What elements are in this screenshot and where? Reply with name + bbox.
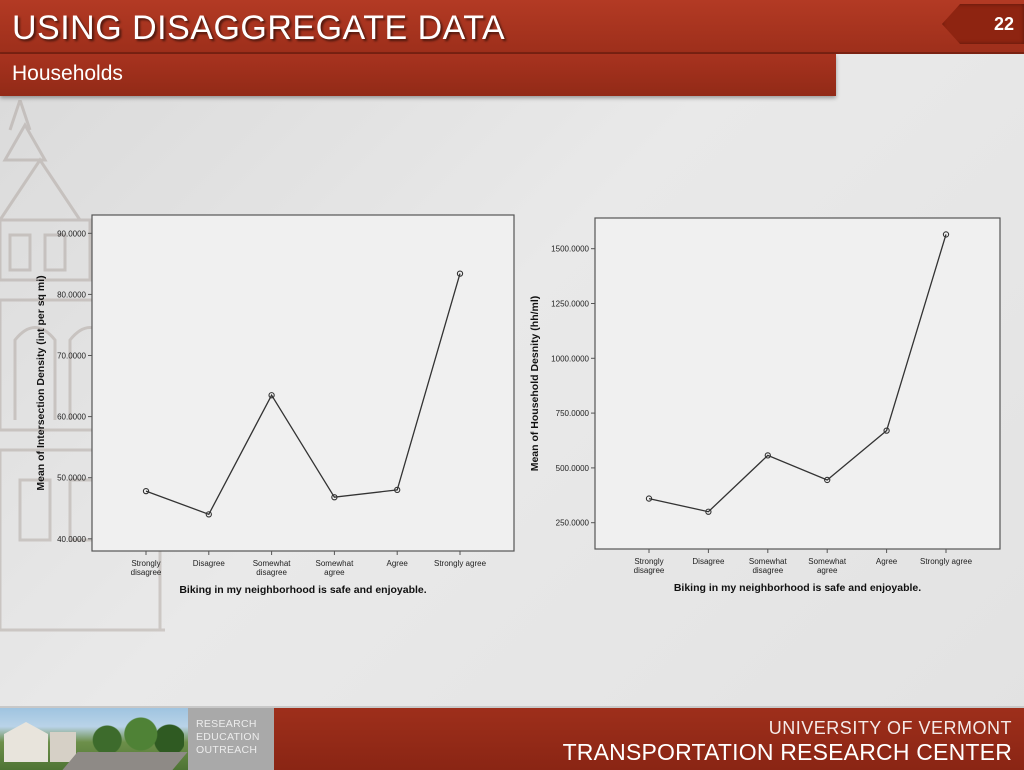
data-point <box>456 270 464 277</box>
y-axis-label: Mean of Household Desnity (hh/ml) <box>529 296 541 472</box>
page-number-tab <box>942 4 1024 44</box>
data-point <box>142 487 150 495</box>
header-bar: USING DISAGGREGATE DATA 22 <box>0 0 1024 54</box>
plot-area <box>594 217 1001 550</box>
x-tick-label: Strongly agree <box>920 557 973 566</box>
university-name: UNIVERSITY OF VERMONT <box>768 718 1012 738</box>
x-tick-label: Somewhat <box>253 559 292 568</box>
center-name: TRANSPORTATION RESEARCH CENTER <box>562 739 1012 765</box>
x-tick-label: Agree <box>387 559 409 568</box>
y-tick-label: 90.0000 <box>57 229 86 238</box>
y-tick-label: 60.0000 <box>57 413 86 422</box>
y-tick-label: 500.0000 <box>556 464 590 473</box>
x-axis-label: Biking in my neighborhood is safe and en… <box>674 582 921 594</box>
y-tick-label: 250.0000 <box>556 519 590 528</box>
x-tick-label: Strongly agree <box>434 559 487 568</box>
footer-tagline: RESEARCH EDUCATION OUTREACH <box>188 708 274 770</box>
y-tick-label: 1000.0000 <box>551 354 589 363</box>
trees-shape <box>88 716 184 756</box>
x-tick-label: Strongly <box>131 559 160 568</box>
x-tick-label: Disagree <box>193 559 226 568</box>
x-tick-label: agree <box>817 566 838 575</box>
footer-landscape-photo <box>0 708 188 770</box>
x-tick-label: Somewhat <box>316 559 355 568</box>
footer-bar: RESEARCH EDUCATION OUTREACH UNIVERSITY O… <box>0 706 1024 770</box>
y-tick-label: 40.0000 <box>57 535 86 544</box>
tagline-education: EDUCATION <box>196 731 260 743</box>
x-tick-label: Disagree <box>692 557 725 566</box>
x-tick-label: Strongly <box>634 557 663 566</box>
y-tick-label: 50.0000 <box>57 474 86 483</box>
x-axis-label: Biking in my neighborhood is safe and en… <box>179 584 426 596</box>
x-tick-label: Somewhat <box>808 557 847 566</box>
x-tick-label: disagree <box>634 566 665 575</box>
data-point <box>764 452 771 459</box>
x-tick-label: disagree <box>752 566 783 575</box>
y-axis-label: Mean of Intersection Density (int per sq… <box>35 275 47 490</box>
tagline-research: RESEARCH <box>196 718 257 730</box>
chart-household-density-svg: 250.0000 500.0000 750.0000 1000.0000 1250.00… <box>529 217 1001 594</box>
chart-intersection-density-svg: 40.0000 50.0000 60.0000 70.0000 80.0000 90.00… <box>35 214 515 596</box>
data-point <box>645 495 653 502</box>
data-point <box>942 231 950 238</box>
data-point <box>205 511 212 518</box>
road-shape <box>62 752 188 770</box>
x-tick-label: disagree <box>256 568 287 577</box>
x-tick-label: Agree <box>876 557 898 566</box>
data-point <box>705 508 712 515</box>
data-point <box>883 427 890 434</box>
x-tick-label: disagree <box>131 568 162 577</box>
x-tick-label: agree <box>324 568 345 577</box>
slide-subtitle: Households <box>12 62 123 85</box>
y-tick-label: 1500.0000 <box>551 245 589 254</box>
barn-shape <box>4 722 48 762</box>
page-number: 22 <box>993 14 1014 34</box>
data-point <box>394 486 401 494</box>
series-line <box>648 234 947 513</box>
chart-household-density: 250.0000 500.0000 750.0000 1000.0000 1250.00… <box>525 205 1005 605</box>
series-line <box>145 273 461 516</box>
data-point <box>824 476 831 484</box>
data-point <box>268 392 275 399</box>
y-tick-label: 80.0000 <box>57 290 86 299</box>
tagline-outreach: OUTREACH <box>196 744 258 756</box>
chart-intersection-density: 40.0000 50.0000 60.0000 70.0000 80.0000 90.00… <box>28 205 520 605</box>
y-tick-label: 750.0000 <box>556 409 590 418</box>
slide-title: USING DISAGGREGATE DATA <box>12 9 506 47</box>
plot-area <box>91 214 515 552</box>
subtitle-bar: Households <box>0 54 836 96</box>
x-tick-label: Somewhat <box>749 557 788 566</box>
y-tick-label: 70.0000 <box>57 352 86 361</box>
y-tick-label: 1250.0000 <box>551 299 589 308</box>
data-point <box>331 494 338 501</box>
